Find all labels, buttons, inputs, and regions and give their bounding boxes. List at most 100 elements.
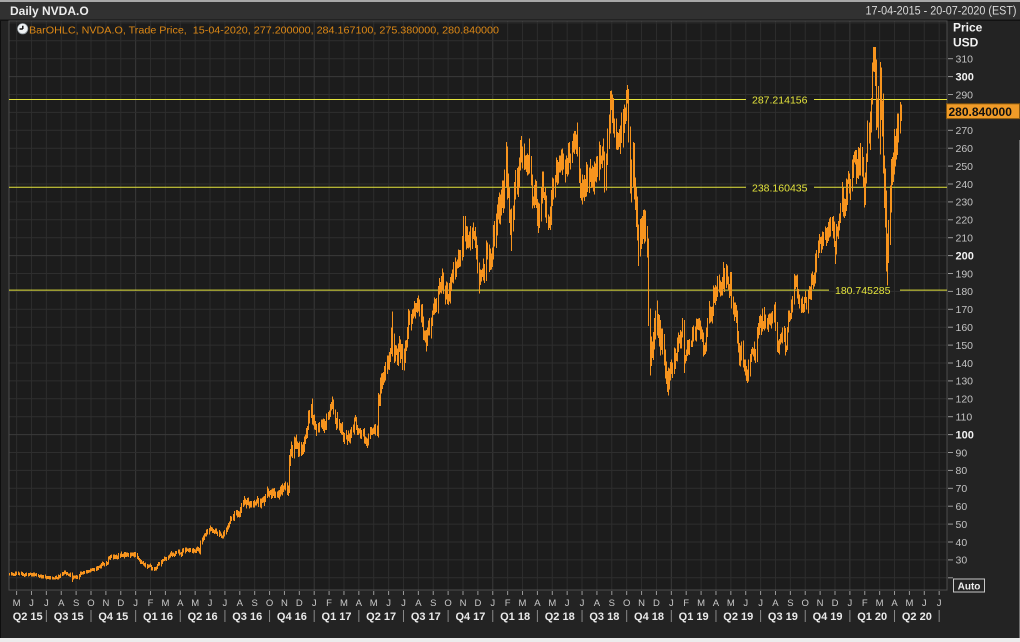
svg-text:287.214156: 287.214156 bbox=[752, 94, 808, 106]
svg-text:BarOHLC, NVDA.O, Trade Price,: BarOHLC, NVDA.O, Trade Price, 15-04-2020… bbox=[29, 26, 499, 37]
svg-text:Q2 15: Q2 15 bbox=[13, 611, 43, 623]
svg-text:238.160435: 238.160435 bbox=[752, 182, 808, 194]
svg-text:M: M bbox=[13, 598, 21, 609]
svg-text:Q3 17: Q3 17 bbox=[411, 611, 441, 623]
svg-text:A: A bbox=[58, 598, 65, 609]
svg-text:S: S bbox=[430, 598, 436, 609]
svg-text:Q1 17: Q1 17 bbox=[322, 611, 352, 623]
svg-text:J: J bbox=[937, 598, 942, 609]
svg-text:S: S bbox=[252, 598, 258, 609]
svg-text:N: N bbox=[102, 598, 109, 609]
svg-text:M: M bbox=[519, 598, 527, 609]
svg-text:A: A bbox=[356, 598, 363, 609]
svg-text:80: 80 bbox=[956, 465, 968, 477]
svg-text:160: 160 bbox=[956, 322, 974, 334]
svg-text:190: 190 bbox=[956, 268, 974, 280]
svg-text:J: J bbox=[401, 598, 406, 609]
svg-text:S: S bbox=[787, 598, 793, 609]
svg-text:M: M bbox=[876, 598, 884, 609]
svg-text:Daily NVDA.O: Daily NVDA.O bbox=[10, 4, 89, 18]
svg-text:60: 60 bbox=[956, 501, 968, 513]
svg-text:J: J bbox=[743, 598, 748, 609]
svg-text:J: J bbox=[922, 598, 927, 609]
svg-text:D: D bbox=[832, 598, 839, 609]
svg-text:90: 90 bbox=[956, 447, 968, 459]
svg-text:N: N bbox=[638, 598, 645, 609]
svg-text:Q3 19: Q3 19 bbox=[768, 611, 798, 623]
svg-text:J: J bbox=[44, 598, 49, 609]
svg-text:A: A bbox=[237, 598, 244, 609]
svg-text:Q4 15: Q4 15 bbox=[98, 611, 128, 623]
svg-text:70: 70 bbox=[956, 483, 968, 495]
svg-text:Q1 18: Q1 18 bbox=[500, 611, 530, 623]
svg-text:M: M bbox=[905, 598, 913, 609]
svg-text:Q2 18: Q2 18 bbox=[545, 611, 575, 623]
svg-text:180: 180 bbox=[956, 286, 974, 298]
svg-text:250: 250 bbox=[956, 161, 974, 173]
svg-text:110: 110 bbox=[956, 412, 973, 424]
svg-text:N: N bbox=[817, 598, 824, 609]
svg-text:O: O bbox=[623, 598, 630, 609]
svg-text:Q3 15: Q3 15 bbox=[54, 611, 84, 623]
svg-text:J: J bbox=[565, 598, 570, 609]
svg-text:150: 150 bbox=[956, 340, 974, 352]
svg-text:230: 230 bbox=[956, 197, 974, 209]
svg-text:M: M bbox=[548, 598, 556, 609]
svg-text:J: J bbox=[29, 598, 34, 609]
svg-text:F: F bbox=[326, 598, 332, 609]
svg-text:Q2 16: Q2 16 bbox=[188, 611, 218, 623]
svg-text:40: 40 bbox=[956, 537, 968, 549]
svg-text:D: D bbox=[653, 598, 660, 609]
svg-text:Q2 19: Q2 19 bbox=[723, 611, 753, 623]
svg-text:F: F bbox=[683, 598, 689, 609]
svg-text:A: A bbox=[713, 598, 720, 609]
svg-text:J: J bbox=[758, 598, 763, 609]
svg-text:30: 30 bbox=[956, 555, 968, 567]
svg-text:F: F bbox=[862, 598, 868, 609]
svg-text:A: A bbox=[594, 598, 601, 609]
svg-text:J: J bbox=[580, 598, 585, 609]
svg-text:210: 210 bbox=[956, 233, 974, 245]
svg-text:J: J bbox=[386, 598, 391, 609]
svg-text:F: F bbox=[505, 598, 511, 609]
svg-text:J: J bbox=[669, 598, 674, 609]
svg-text:Q4 17: Q4 17 bbox=[455, 611, 485, 623]
svg-text:Q3 18: Q3 18 bbox=[589, 611, 619, 623]
svg-text:J: J bbox=[133, 598, 138, 609]
svg-text:140: 140 bbox=[956, 358, 974, 370]
svg-text:Q3 16: Q3 16 bbox=[232, 611, 262, 623]
svg-text:Q2 17: Q2 17 bbox=[366, 611, 396, 623]
svg-text:M: M bbox=[370, 598, 378, 609]
svg-text:240: 240 bbox=[956, 179, 974, 191]
svg-text:O: O bbox=[266, 598, 273, 609]
svg-text:220: 220 bbox=[956, 215, 974, 227]
svg-text:D: D bbox=[474, 598, 481, 609]
svg-text:310: 310 bbox=[956, 54, 974, 66]
svg-text:200: 200 bbox=[956, 250, 974, 262]
svg-text:J: J bbox=[312, 598, 317, 609]
svg-text:180.745285: 180.745285 bbox=[835, 285, 891, 297]
svg-text:300: 300 bbox=[956, 71, 974, 83]
svg-text:O: O bbox=[87, 598, 94, 609]
svg-text:A: A bbox=[177, 598, 184, 609]
svg-text:260: 260 bbox=[956, 143, 974, 155]
svg-text:D: D bbox=[296, 598, 303, 609]
svg-text:M: M bbox=[340, 598, 348, 609]
svg-text:Auto: Auto bbox=[958, 582, 981, 593]
svg-text:O: O bbox=[444, 598, 451, 609]
svg-text:290: 290 bbox=[956, 89, 974, 101]
svg-text:Q4 16: Q4 16 bbox=[277, 611, 307, 623]
svg-text:J: J bbox=[490, 598, 495, 609]
svg-text:O: O bbox=[802, 598, 809, 609]
svg-text:17-04-2015 - 20-07-2020 (EST): 17-04-2015 - 20-07-2020 (EST) bbox=[866, 6, 1017, 18]
svg-text:D: D bbox=[117, 598, 124, 609]
svg-text:N: N bbox=[460, 598, 467, 609]
svg-text:Q1 16: Q1 16 bbox=[143, 611, 173, 623]
svg-text:270: 270 bbox=[956, 125, 974, 137]
svg-text:A: A bbox=[534, 598, 541, 609]
svg-text:J: J bbox=[208, 598, 213, 609]
svg-text:170: 170 bbox=[956, 304, 974, 316]
svg-text:Q4 19: Q4 19 bbox=[813, 611, 843, 623]
svg-text:280.840000: 280.840000 bbox=[949, 105, 1013, 119]
svg-text:130: 130 bbox=[956, 376, 974, 388]
